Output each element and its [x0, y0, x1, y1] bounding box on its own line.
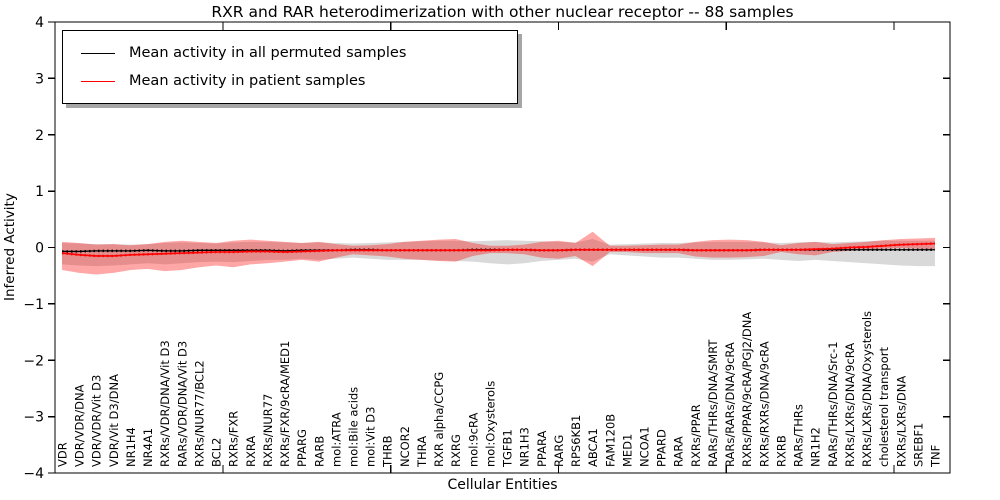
legend-label-patient: Mean activity in patient samples: [129, 73, 366, 89]
legend-line-sample-permuted: [81, 52, 115, 54]
category-label: RARs/RARs/DNA/9cRA: [723, 342, 737, 467]
y-tick-label: −2: [23, 353, 44, 369]
category-label: TGFB1: [501, 429, 515, 468]
category-label: NR1H2: [809, 427, 823, 467]
category-label: RPS6KB1: [569, 415, 583, 467]
category-label: mol:9cRA: [466, 413, 480, 467]
category-label: NCOA1: [638, 426, 652, 467]
category-label: RXRs/RXRs/DNA/9cRA: [757, 341, 771, 467]
category-label: VDR/VDR/DNA: [73, 384, 87, 467]
category-label: RXRs/LXRs/DNA: [894, 376, 908, 467]
category-label: SREBF1: [911, 423, 925, 467]
y-tick-label: −4: [23, 466, 44, 482]
category-label: VDR/VDR/Vit D3: [90, 375, 104, 467]
category-label: THRA: [415, 436, 429, 468]
category-label: NR4A1: [141, 428, 155, 467]
category-label: cholesterol transport: [877, 347, 891, 467]
category-label: NR1H4: [124, 427, 138, 467]
legend-line-sample-patient: [81, 80, 115, 82]
category-label: mol:Oxysterols: [483, 381, 497, 467]
category-label: RARB: [312, 436, 326, 467]
category-label: RXRs/NUR77/BCL2: [192, 360, 206, 467]
category-label: RARA: [672, 436, 686, 467]
category-label: ABCA1: [586, 428, 600, 467]
category-label: TNF: [929, 445, 943, 468]
y-tick-label: 0: [35, 241, 44, 257]
category-label: MED1: [620, 434, 634, 467]
permuted-band: [62, 239, 935, 267]
category-label: RXRs/PPAR: [689, 404, 703, 467]
category-label: NR1H3: [518, 427, 532, 467]
category-label: RXRA: [244, 436, 258, 467]
category-label: mol:Vit D3: [364, 407, 378, 467]
category-label: BCL2: [210, 438, 224, 467]
y-tick-label: −1: [23, 297, 44, 313]
category-label: RARs/THRs/DNA/SMRT: [706, 339, 720, 467]
category-label: FAM120B: [603, 414, 617, 467]
category-label: RXRB: [774, 435, 788, 467]
category-label: RXRs/LXRs/DNA/Oxysterols: [860, 311, 874, 467]
legend-item-permuted: Mean activity in all permuted samples: [73, 39, 507, 67]
x-axis-label: Cellular Entities: [447, 477, 558, 493]
category-label: RXRs/PPAR/9cRA/PGJ2/DNA: [740, 312, 754, 467]
legend-item-patient: Mean activity in patient samples: [73, 67, 507, 95]
category-label: RARs/VDR/DNA/Vit D3: [175, 341, 189, 467]
category-label: RXRs/FXR/9cRA/MED1: [278, 341, 292, 467]
category-label: THRB: [381, 435, 395, 468]
category-label: NCOR2: [398, 426, 412, 467]
category-label: VDR: [56, 442, 70, 467]
legend: Mean activity in all permuted samples Me…: [62, 30, 518, 104]
category-label: RXRs/VDR/DNA/Vit D3: [158, 340, 172, 467]
category-label: VDR/Vit D3/DNA: [107, 374, 121, 467]
category-label: RXR alpha/CCPG: [432, 372, 446, 467]
chart-title: RXR and RAR heterodimerization with othe…: [211, 3, 794, 21]
y-tick-label: 4: [35, 15, 44, 31]
category-label: mol:ATRA: [329, 412, 343, 467]
category-label: PPARA: [535, 430, 549, 467]
category-label: mol:Bile acids: [347, 387, 361, 467]
category-label: RXRs/FXR: [227, 411, 241, 467]
category-label: PPARD: [655, 429, 669, 467]
legend-label-permuted: Mean activity in all permuted samples: [129, 45, 407, 61]
category-label: RARs/THRs: [792, 404, 806, 467]
category-label: RARG: [552, 435, 566, 467]
category-label: RXRG: [449, 434, 463, 467]
category-label: RXRs/LXRs/DNA/9cRA: [843, 343, 857, 467]
y-tick-label: 3: [35, 71, 44, 87]
category-label: PPARG: [295, 429, 309, 467]
y-tick-label: −3: [23, 410, 44, 426]
category-label: RARs/THRs/DNA/Src-1: [826, 341, 840, 467]
y-axis-label: Inferred Activity: [2, 193, 18, 302]
y-tick-label: 1: [35, 184, 44, 200]
category-label: RXRs/NUR77: [261, 394, 275, 467]
patient-mean-markers: [61, 242, 936, 258]
y-tick-label: 2: [35, 128, 44, 144]
patient-band: [62, 231, 935, 275]
